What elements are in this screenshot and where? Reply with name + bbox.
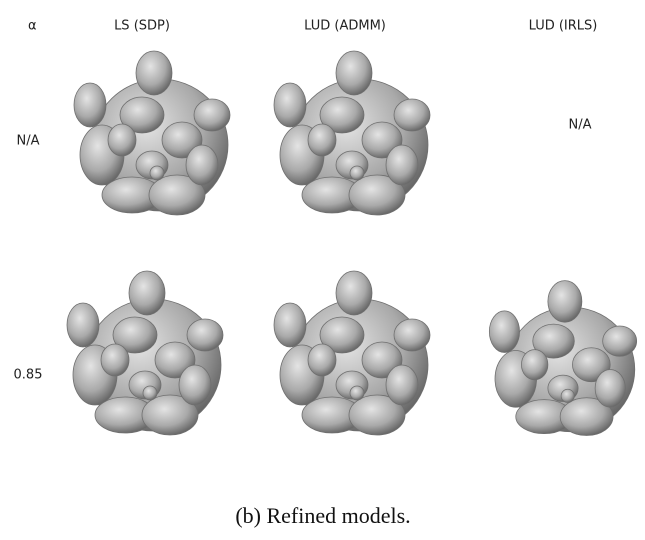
column-header: LUD (IRLS) (529, 19, 598, 34)
column-header: LS (SDP) (114, 19, 170, 34)
model-render (489, 281, 636, 436)
model-render (74, 51, 230, 215)
figure: α LS (SDP) LUD (ADMM) LUD (IRLS) N/A N/A… (0, 0, 645, 540)
row-label: N/A (17, 134, 40, 149)
model-render (67, 271, 223, 435)
model-render (274, 51, 430, 215)
column-header: LUD (ADMM) (304, 19, 386, 34)
model-render (274, 271, 430, 435)
missing-cell: N/A (569, 118, 592, 133)
row-label: 0.85 (14, 368, 43, 383)
corner-label: α (28, 19, 37, 34)
caption: (b) Refined models. (235, 503, 410, 528)
